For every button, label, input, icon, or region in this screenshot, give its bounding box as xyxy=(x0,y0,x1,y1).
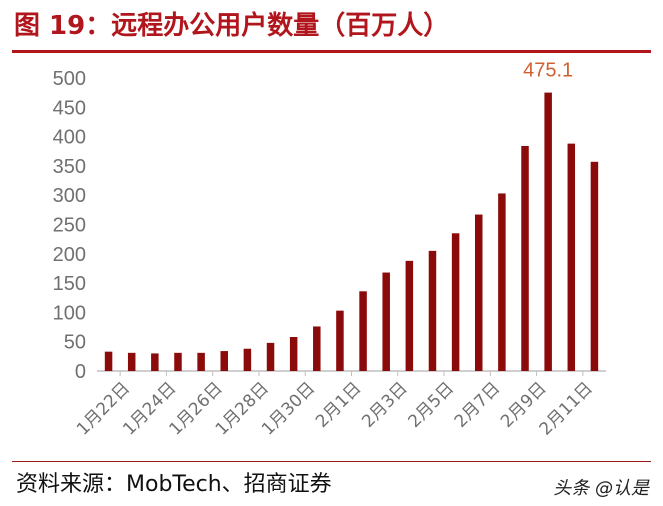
x-tick-label: 2月1日 xyxy=(312,378,365,431)
chart-title: 图 19：远程办公用户数量（百万人） xyxy=(14,11,450,41)
bar xyxy=(590,161,599,371)
x-tick-label: 2月7日 xyxy=(451,378,504,431)
data-label: 475.1 xyxy=(523,60,573,82)
bar xyxy=(197,352,205,371)
bar xyxy=(475,214,483,371)
bar xyxy=(104,351,113,371)
source-divider xyxy=(12,461,651,462)
bar xyxy=(498,193,506,371)
y-tick-label: 350 xyxy=(53,156,86,178)
bar xyxy=(451,233,460,371)
x-tick-label: 2月3日 xyxy=(358,378,411,431)
bar xyxy=(521,145,529,371)
bar xyxy=(174,352,182,371)
y-tick-label: 250 xyxy=(53,215,86,237)
bar xyxy=(428,250,437,371)
y-tick-label: 300 xyxy=(53,185,86,207)
y-tick-label: 0 xyxy=(75,361,86,383)
bar xyxy=(127,352,136,371)
bar xyxy=(313,326,321,371)
y-tick-label: 150 xyxy=(53,273,86,295)
bar xyxy=(220,351,228,371)
title-divider xyxy=(12,50,651,53)
bar xyxy=(359,291,367,371)
bar xyxy=(151,353,159,371)
y-tick-label: 50 xyxy=(64,332,86,354)
y-tick-label: 400 xyxy=(53,127,86,149)
watermark: 头条 @认是 xyxy=(553,478,649,499)
bar xyxy=(336,310,344,371)
y-tick-label: 450 xyxy=(53,97,86,119)
bar xyxy=(567,143,576,371)
y-tick-label: 200 xyxy=(53,244,86,266)
y-tick-label: 100 xyxy=(53,302,86,324)
bar xyxy=(289,337,298,371)
bar xyxy=(266,342,275,371)
bar xyxy=(243,348,252,371)
bar xyxy=(544,92,552,371)
x-tick-label: 2月5日 xyxy=(405,378,458,431)
bar xyxy=(405,260,414,371)
bar xyxy=(382,272,390,371)
source-note: 资料来源：MobTech、招商证券 xyxy=(16,472,332,497)
y-tick-label: 500 xyxy=(53,68,86,90)
